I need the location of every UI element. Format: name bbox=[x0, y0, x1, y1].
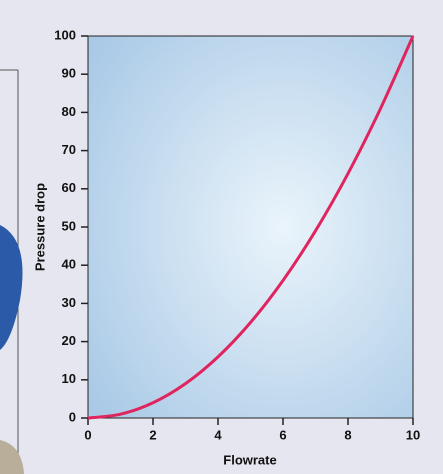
y-tick-label: 0 bbox=[69, 409, 76, 424]
x-tick-label: 4 bbox=[214, 427, 222, 442]
y-axis-label: Pressure drop bbox=[32, 183, 47, 271]
y-tick-label: 20 bbox=[62, 333, 76, 348]
x-tick-label: 6 bbox=[279, 427, 286, 442]
x-tick-label: 8 bbox=[344, 427, 351, 442]
y-tick-label: 60 bbox=[62, 180, 76, 195]
y-tick-label: 80 bbox=[62, 104, 76, 119]
x-axis-label: Flowrate bbox=[223, 452, 276, 467]
x-tick-label: 10 bbox=[406, 427, 420, 442]
y-tick-label: 50 bbox=[62, 218, 76, 233]
y-tick-label: 90 bbox=[62, 66, 76, 81]
y-tick-label: 100 bbox=[54, 27, 76, 42]
y-tick-label: 30 bbox=[62, 295, 76, 310]
y-tick-label: 10 bbox=[62, 371, 76, 386]
chart: Flowrate Pressure drop 01020304050607080… bbox=[0, 0, 443, 474]
y-tick-label: 40 bbox=[62, 257, 76, 272]
plot-area bbox=[88, 36, 413, 418]
y-tick-label: 70 bbox=[62, 142, 76, 157]
x-tick-label: 0 bbox=[84, 427, 91, 442]
x-tick-label: 2 bbox=[149, 427, 156, 442]
